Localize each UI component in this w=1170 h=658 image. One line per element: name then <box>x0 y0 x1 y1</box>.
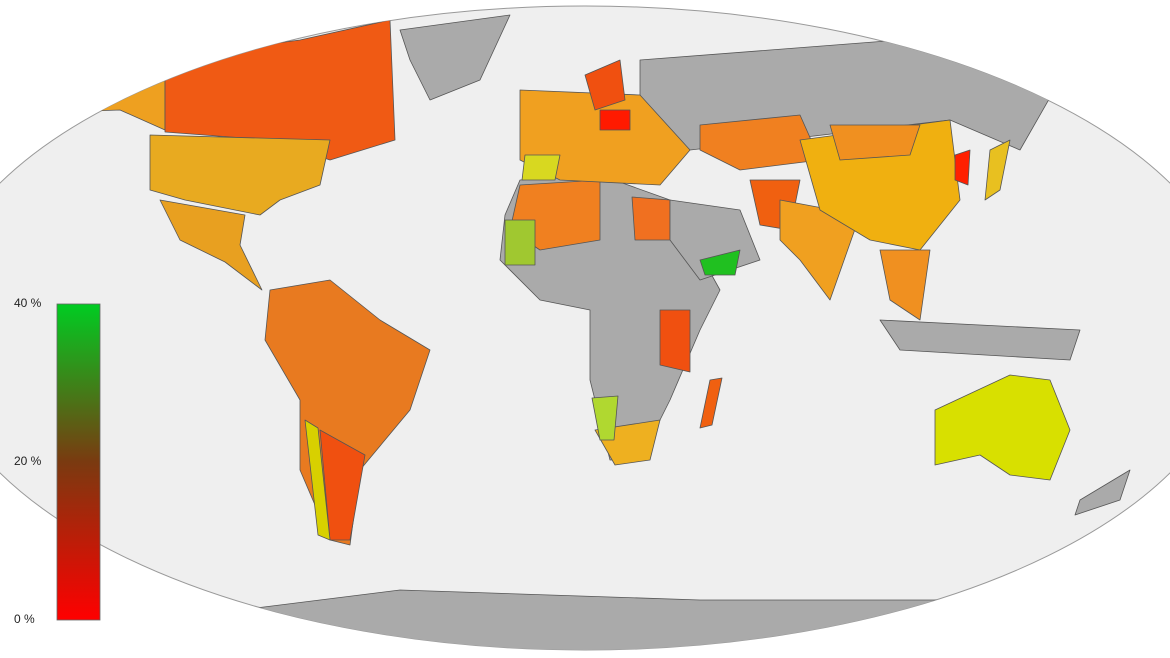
indonesia <box>879 319 1081 361</box>
europe <box>519 89 691 186</box>
korea <box>954 149 971 186</box>
japan <box>984 139 1011 201</box>
legend-tick-label: 40 % <box>14 296 42 310</box>
argentina <box>319 429 366 541</box>
yemen <box>699 249 741 276</box>
greenland <box>399 14 511 101</box>
australia <box>934 374 1071 481</box>
poland <box>599 109 631 131</box>
egypt <box>631 196 671 241</box>
color-bar <box>56 303 101 621</box>
antarctica <box>199 589 1101 650</box>
mongolia <box>829 124 921 161</box>
legend-tick-label: 0 % <box>14 612 35 626</box>
chile <box>304 419 331 541</box>
zambia <box>591 395 619 441</box>
scandinavia <box>584 59 626 111</box>
central-asia <box>699 114 821 171</box>
spain <box>521 154 561 181</box>
new-zealand <box>1074 469 1131 516</box>
madagascar <box>699 377 723 429</box>
legend: 40 % 20 % 0 % <box>14 296 101 626</box>
tanzania <box>659 309 691 373</box>
mexico <box>159 199 263 291</box>
legend-tick-label: 20 % <box>14 454 42 468</box>
southeast-asia <box>879 249 931 321</box>
usa <box>149 134 331 216</box>
mali <box>504 219 536 266</box>
